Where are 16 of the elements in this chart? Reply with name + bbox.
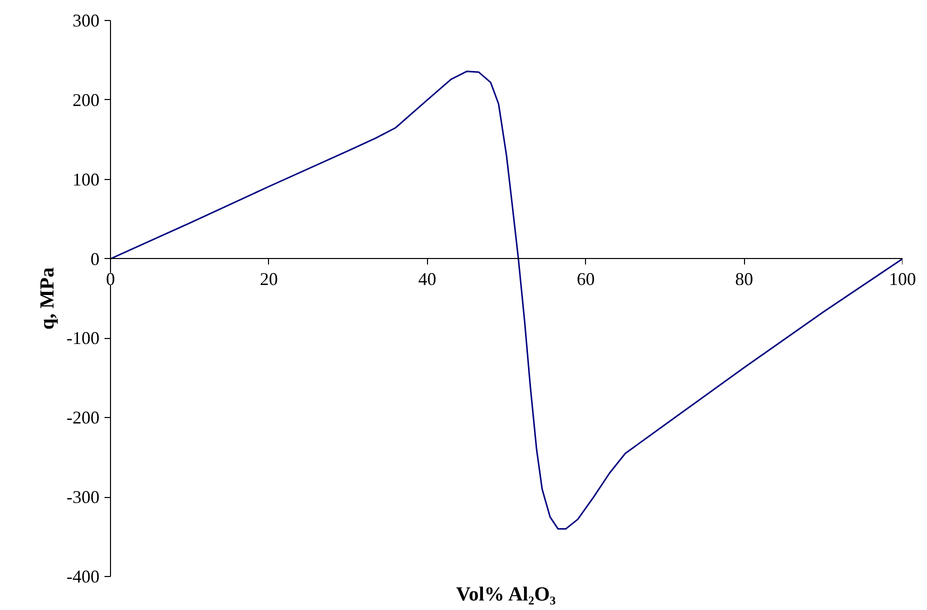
y-axis-title: q, MPa [36,267,59,330]
x-tick-label: 80 [735,268,754,289]
y-tick-label: 0 [90,248,100,269]
y-tick-label: -400 [66,566,100,586]
y-tick-label: 200 [72,90,100,110]
x-tick-label: 0 [106,268,115,289]
y-tick-label: -300 [66,487,100,508]
y-tick-label: -200 [66,408,100,428]
x-axis-title: Vol% Al₂O₃ [456,584,556,606]
x-tick-label: 20 [260,268,278,289]
x-tick-label: 60 [576,268,595,289]
x-tick-label: 100 [889,268,916,289]
y-tick-label: -100 [66,328,100,348]
y-tick-label: 100 [72,169,100,190]
x-tick-label: 40 [418,268,436,289]
y-tick-label: 300 [72,10,100,30]
